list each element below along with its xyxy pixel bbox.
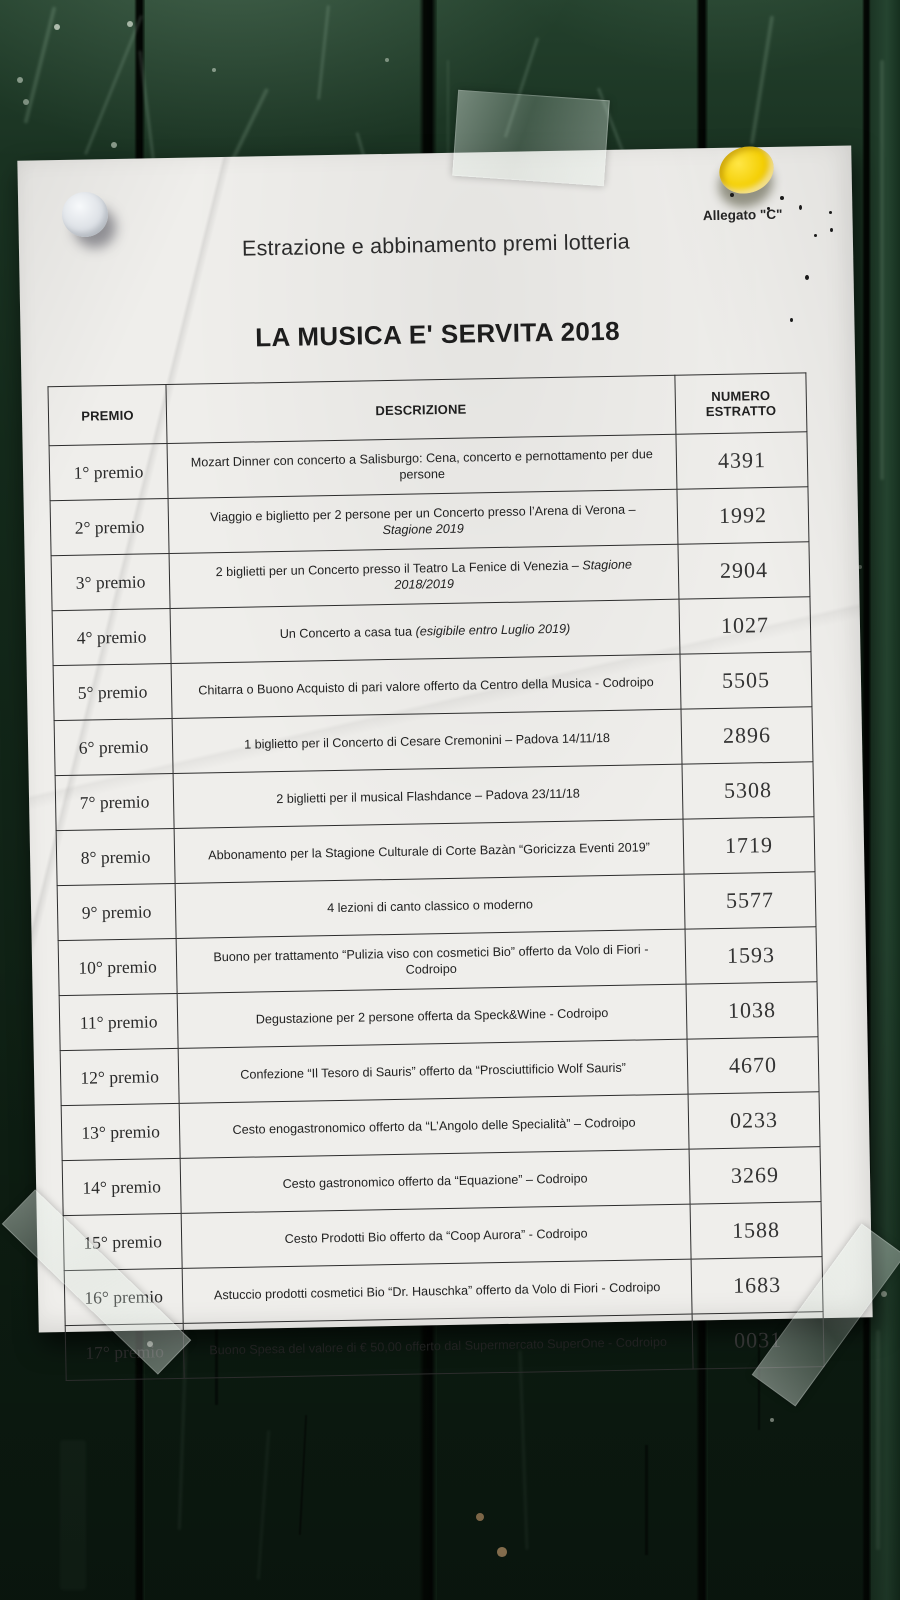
spatter-dot bbox=[730, 193, 734, 197]
desc-cell: 4 lezioni di canto classico o moderno bbox=[175, 874, 686, 939]
numero-cell: 2904 bbox=[677, 541, 810, 600]
header-premio: PREMIO bbox=[47, 384, 168, 446]
paint-streak bbox=[447, 60, 449, 165]
prize-table-body: 1° premio Mozart Dinner con concerto a S… bbox=[49, 431, 825, 1381]
desc-text: 2 biglietti per il musical Flashdance – … bbox=[276, 786, 580, 806]
spatter-dot bbox=[829, 211, 832, 214]
desc-cell: Mozart Dinner con concerto a Salisburgo:… bbox=[167, 434, 677, 499]
desc-cell: 1 biglietto per il Concerto di Cesare Cr… bbox=[172, 709, 683, 774]
header-descrizione: DESCRIZIONE bbox=[165, 375, 676, 444]
tape-top bbox=[452, 89, 610, 187]
desc-cell: Abbonamento per la Stagione Culturale di… bbox=[174, 819, 685, 884]
premio-cell: 13° premio bbox=[61, 1103, 181, 1161]
premio-cell: 9° premio bbox=[57, 883, 177, 941]
desc-cell: Cesto gastronomico offerto da “Equazione… bbox=[180, 1149, 691, 1214]
desc-cell: Buono Spesa del valore di € 50,00 offert… bbox=[183, 1314, 694, 1379]
desc-text: Un Concerto a casa tua bbox=[279, 624, 416, 641]
desc-text: 2 biglietti per un Concerto presso il Te… bbox=[215, 558, 583, 579]
premio-cell: 6° premio bbox=[54, 718, 174, 776]
desc-cell: Viaggio e biglietto per 2 persone per un… bbox=[168, 489, 678, 554]
numero-cell: 2896 bbox=[680, 706, 813, 765]
lottery-notice-paper: Allegato "C" Estrazione e abbinamento pr… bbox=[17, 145, 873, 1381]
premio-cell: 2° premio bbox=[50, 498, 170, 556]
notice-subtitle: Estrazione e abbinamento premi lotteria bbox=[241, 229, 631, 261]
numero-cell: 1038 bbox=[686, 981, 819, 1040]
desc-text: Cesto gastronomico offerto da “Equazione… bbox=[282, 1171, 588, 1191]
numero-cell: 1588 bbox=[690, 1201, 823, 1260]
paint-streak bbox=[880, 60, 884, 480]
spatter-dot bbox=[780, 196, 784, 200]
numero-cell: 5577 bbox=[684, 871, 817, 930]
white-pushpin-icon bbox=[62, 192, 108, 237]
numero-cell: 4391 bbox=[675, 431, 808, 490]
desc-cell: Cesto enogastronomico offerto da “L’Ango… bbox=[179, 1094, 690, 1159]
spatter-dot bbox=[805, 275, 809, 280]
premio-cell: 1° premio bbox=[49, 443, 169, 501]
spatter-dot bbox=[799, 205, 802, 210]
desc-cell: Cesto Prodotti Bio offerto da “Coop Auro… bbox=[181, 1204, 692, 1269]
numero-cell: 1027 bbox=[678, 596, 811, 655]
door-scratch bbox=[645, 1445, 648, 1555]
desc-text: 4 lezioni di canto classico o moderno bbox=[327, 897, 534, 915]
desc-text: Confezione “Il Tesoro di Sauris” offerto… bbox=[240, 1060, 627, 1082]
desc-text: Astuccio prodotti cosmetici Bio “Dr. Hau… bbox=[213, 1279, 661, 1303]
prize-table: PREMIO DESCRIZIONE NUMERO ESTRATTO 1° pr… bbox=[47, 372, 825, 1381]
tape-residue bbox=[60, 1440, 86, 1590]
door-plank-gap bbox=[862, 0, 871, 1600]
numero-cell: 1719 bbox=[683, 816, 815, 875]
attachment-label: Allegato "C" bbox=[702, 206, 783, 224]
premio-cell: 8° premio bbox=[56, 828, 176, 886]
desc-cell: Degustazione per 2 persone offerta da Sp… bbox=[177, 984, 688, 1049]
desc-cell: 2 biglietti per un Concerto presso il Te… bbox=[169, 544, 679, 609]
desc-italic: Stagione 2019 bbox=[382, 521, 464, 538]
numero-cell: 0233 bbox=[688, 1091, 821, 1150]
door-scratch bbox=[758, 1335, 760, 1430]
desc-text: Chitarra o Buono Acquisto di pari valore… bbox=[198, 674, 654, 698]
desc-cell: Buono per trattamento “Pulizia viso con … bbox=[176, 929, 687, 994]
spatter-dot bbox=[767, 207, 770, 210]
desc-text: Cesto enogastronomico offerto da “L’Ango… bbox=[232, 1115, 636, 1137]
door-edge-plank bbox=[871, 0, 900, 1600]
desc-text: Buono per trattamento “Pulizia viso con … bbox=[213, 941, 649, 977]
numero-cell: 5505 bbox=[679, 651, 812, 710]
spatter-dot bbox=[814, 234, 817, 237]
desc-text: Cesto Prodotti Bio offerto da “Coop Auro… bbox=[284, 1226, 588, 1246]
numero-cell: 5308 bbox=[682, 761, 814, 820]
header-numero-estratto: NUMERO ESTRATTO bbox=[674, 372, 807, 435]
premio-cell: 7° premio bbox=[55, 773, 175, 831]
paint-streak bbox=[876, 1330, 880, 1550]
desc-cell: Chitarra o Buono Acquisto di pari valore… bbox=[171, 654, 681, 719]
door-scratch bbox=[215, 1265, 218, 1405]
desc-cell: Astuccio prodotti cosmetici Bio “Dr. Hau… bbox=[182, 1259, 693, 1324]
premio-cell: 11° premio bbox=[59, 993, 179, 1051]
premio-cell: 4° premio bbox=[52, 608, 172, 666]
desc-text: Mozart Dinner con concerto a Salisburgo:… bbox=[190, 446, 653, 482]
numero-cell: 4670 bbox=[687, 1036, 820, 1095]
desc-text: Abbonamento per la Stagione Culturale di… bbox=[208, 840, 651, 863]
desc-text: Degustazione per 2 persone offerta da Sp… bbox=[255, 1005, 609, 1027]
desc-cell: Un Concerto a casa tua (esigibile entro … bbox=[170, 599, 680, 664]
spatter-dot bbox=[830, 228, 833, 232]
desc-text: Buono Spesa del valore di € 50,00 offert… bbox=[209, 1334, 668, 1358]
spatter-dot bbox=[790, 318, 793, 322]
numero-cell: 1992 bbox=[676, 486, 809, 545]
notice-title: LA MUSICA E' SERVITA 2018 bbox=[254, 315, 621, 353]
desc-cell: Confezione “Il Tesoro di Sauris” offerto… bbox=[178, 1039, 689, 1104]
premio-cell: 10° premio bbox=[58, 938, 178, 996]
premio-cell: 14° premio bbox=[62, 1158, 182, 1216]
desc-cell: 2 biglietti per il musical Flashdance – … bbox=[173, 764, 684, 829]
numero-cell: 3269 bbox=[689, 1146, 822, 1205]
desc-text: 1 biglietto per il Concerto di Cesare Cr… bbox=[243, 730, 611, 752]
premio-cell: 12° premio bbox=[60, 1048, 180, 1106]
desc-text: Viaggio e biglietto per 2 persone per un… bbox=[210, 502, 636, 524]
desc-italic: (esigibile entro Luglio 2019) bbox=[415, 621, 571, 639]
premio-cell: 5° premio bbox=[53, 663, 173, 721]
numero-cell: 1593 bbox=[685, 926, 818, 985]
premio-cell: 3° premio bbox=[51, 553, 171, 611]
